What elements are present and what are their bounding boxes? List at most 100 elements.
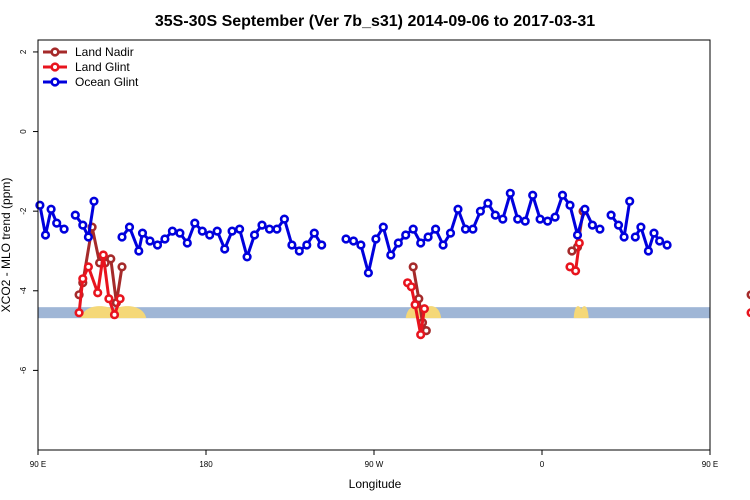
data-point [565, 200, 575, 210]
data-point [649, 228, 659, 238]
series-line [74, 200, 96, 239]
data-point [636, 222, 646, 232]
data-point [109, 310, 120, 320]
data-point [460, 224, 471, 234]
data-point [59, 224, 69, 234]
data-point [52, 218, 62, 228]
y-tick-label: -2 [19, 207, 28, 215]
data-point [117, 262, 127, 272]
data-point [557, 190, 568, 200]
data-point [505, 188, 515, 198]
data-point [341, 234, 351, 244]
y-tick-label: -4 [19, 287, 28, 295]
data-point [134, 246, 144, 256]
legend-marker [50, 62, 60, 72]
data-point [431, 224, 441, 234]
data-point [249, 230, 260, 240]
data-point [279, 214, 290, 224]
legend-item: Ocean Glint [43, 75, 139, 89]
legend-label: Land Nadir [75, 45, 134, 59]
data-point [317, 240, 327, 250]
data-point [572, 230, 583, 240]
data-point [264, 224, 275, 234]
data-point [410, 300, 420, 310]
data-point [393, 238, 403, 248]
data-point [70, 210, 80, 220]
series-ocean-glint [35, 188, 672, 278]
series-line [609, 200, 632, 239]
data-point [205, 230, 215, 240]
series-land-glint [74, 238, 750, 340]
data-point [117, 232, 127, 242]
y-tick-label: 2 [19, 49, 28, 54]
legend-marker [50, 77, 60, 87]
data-point [662, 240, 672, 250]
data-point [625, 196, 635, 206]
data-point [643, 246, 654, 256]
surface-band [38, 307, 710, 319]
data-point [302, 240, 312, 250]
data-point [175, 228, 185, 238]
data-point [145, 236, 155, 246]
data-point [160, 234, 170, 244]
data-point [235, 224, 245, 234]
data-point [152, 240, 163, 250]
data-point [587, 220, 598, 230]
data-point [74, 308, 84, 318]
x-tick-label: 90 E [30, 460, 46, 469]
data-point [115, 294, 125, 304]
data-point [535, 214, 545, 224]
data-point [445, 228, 456, 238]
data-point [408, 224, 418, 234]
data-point [348, 236, 359, 246]
legend-item: Land Nadir [43, 45, 134, 59]
data-point [498, 214, 508, 224]
data-point [257, 220, 267, 230]
data-point [287, 240, 297, 250]
legend-label: Ocean Glint [75, 75, 139, 89]
data-point [416, 238, 426, 248]
plot-area [35, 188, 750, 340]
legend-marker [50, 47, 60, 57]
data-point [490, 210, 500, 220]
legend-item: Land Glint [43, 60, 130, 74]
data-point [309, 228, 319, 238]
data-point [124, 222, 135, 232]
land-bump [573, 306, 589, 319]
x-tick-label: 180 [199, 460, 213, 469]
data-point [483, 198, 493, 208]
data-point [746, 290, 750, 300]
data-point [242, 252, 252, 262]
data-point [227, 226, 237, 236]
chart-title: 35S-30S September (Ver 7b_s31) 2014-09-0… [155, 13, 595, 30]
data-point [363, 268, 374, 278]
data-point [595, 224, 605, 234]
data-point [212, 226, 222, 236]
data-point [746, 308, 750, 318]
y-tick-label: -6 [19, 366, 28, 374]
data-point [438, 240, 448, 250]
data-point [78, 220, 88, 230]
data-point [89, 196, 99, 206]
data-point [606, 210, 616, 220]
data-point [356, 240, 366, 250]
data-point [520, 216, 530, 226]
data-point [453, 204, 463, 214]
data-point [542, 216, 553, 226]
data-point [468, 224, 478, 234]
data-point [423, 232, 433, 242]
data-point [574, 238, 584, 248]
data-point [580, 204, 590, 214]
data-point [378, 222, 388, 232]
data-point [419, 304, 430, 314]
data-point [619, 232, 629, 242]
y-axis: 2 0 -2 -4 -6 [19, 49, 38, 374]
x-tick-label: 90 W [365, 460, 384, 469]
x-tick-label: 90 E [702, 460, 718, 469]
data-point [408, 262, 418, 272]
data-point [630, 232, 640, 242]
x-tick-label: 0 [540, 460, 545, 469]
data-point [40, 230, 51, 240]
data-point [83, 262, 93, 272]
